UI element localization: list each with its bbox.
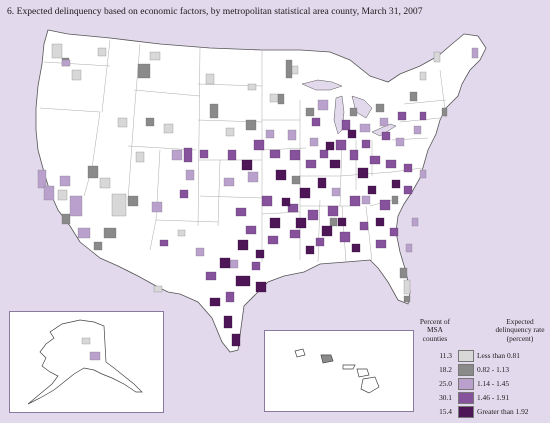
counties-class-2 <box>61 57 448 303</box>
legend-percent-header: Percent of MSA counties <box>419 317 451 343</box>
alaska-inset <box>9 311 164 413</box>
legend-swatch <box>458 350 474 362</box>
counties-class-5 <box>209 129 401 347</box>
hawaii-map <box>294 348 380 394</box>
legend-label: 1.14 - 1.45 <box>477 379 510 388</box>
legend-row: 30.1 1.46 - 1.91 <box>416 392 548 404</box>
hawaii-islands <box>294 348 380 394</box>
map-title: 6. Expected delinquency based on economi… <box>7 6 423 17</box>
lake-superior <box>301 79 343 91</box>
lake-erie <box>371 123 397 137</box>
legend-percent: 25.0 <box>439 379 452 388</box>
counties-class-1 <box>51 43 441 295</box>
legend-swatch <box>458 364 474 376</box>
legend-percent: 18.2 <box>439 365 452 374</box>
legend-label: Less than 0.81 <box>477 351 520 360</box>
legend-label: Greater than 1.92 <box>477 407 529 416</box>
legend-label: 1.46 - 1.91 <box>477 393 510 402</box>
legend-percent: 11.3 <box>439 351 452 360</box>
legend-swatch <box>458 378 474 390</box>
hawaii-inset <box>264 330 414 412</box>
counties-class-3 <box>37 47 479 269</box>
legend-row: 11.3 Less than 0.81 <box>416 350 548 362</box>
hawaii-county-honolulu <box>320 354 334 364</box>
alaska-county-fairbanks <box>81 337 91 345</box>
legend-row: 15.4 Greater than 1.92 <box>416 406 548 418</box>
alaska-map <box>27 319 143 405</box>
map-legend: Percent of MSA counties Expected delinqu… <box>416 317 548 418</box>
legend-swatch <box>458 392 474 404</box>
legend-percent: 15.4 <box>439 407 452 416</box>
alaska-county-anchorage <box>89 351 101 361</box>
legend-percent: 30.1 <box>439 393 452 402</box>
counties-class-4 <box>159 111 427 303</box>
contiguous-us-outline <box>35 29 487 353</box>
legend-rate-header: Expected delinquency rate (percent) <box>495 317 545 343</box>
alaska-outline <box>27 319 143 405</box>
legend-label: 0.82 - 1.13 <box>477 365 510 374</box>
legend-row: 25.0 1.14 - 1.45 <box>416 378 548 390</box>
legend-row: 18.2 0.82 - 1.13 <box>416 364 548 376</box>
legend-swatch <box>458 406 474 418</box>
